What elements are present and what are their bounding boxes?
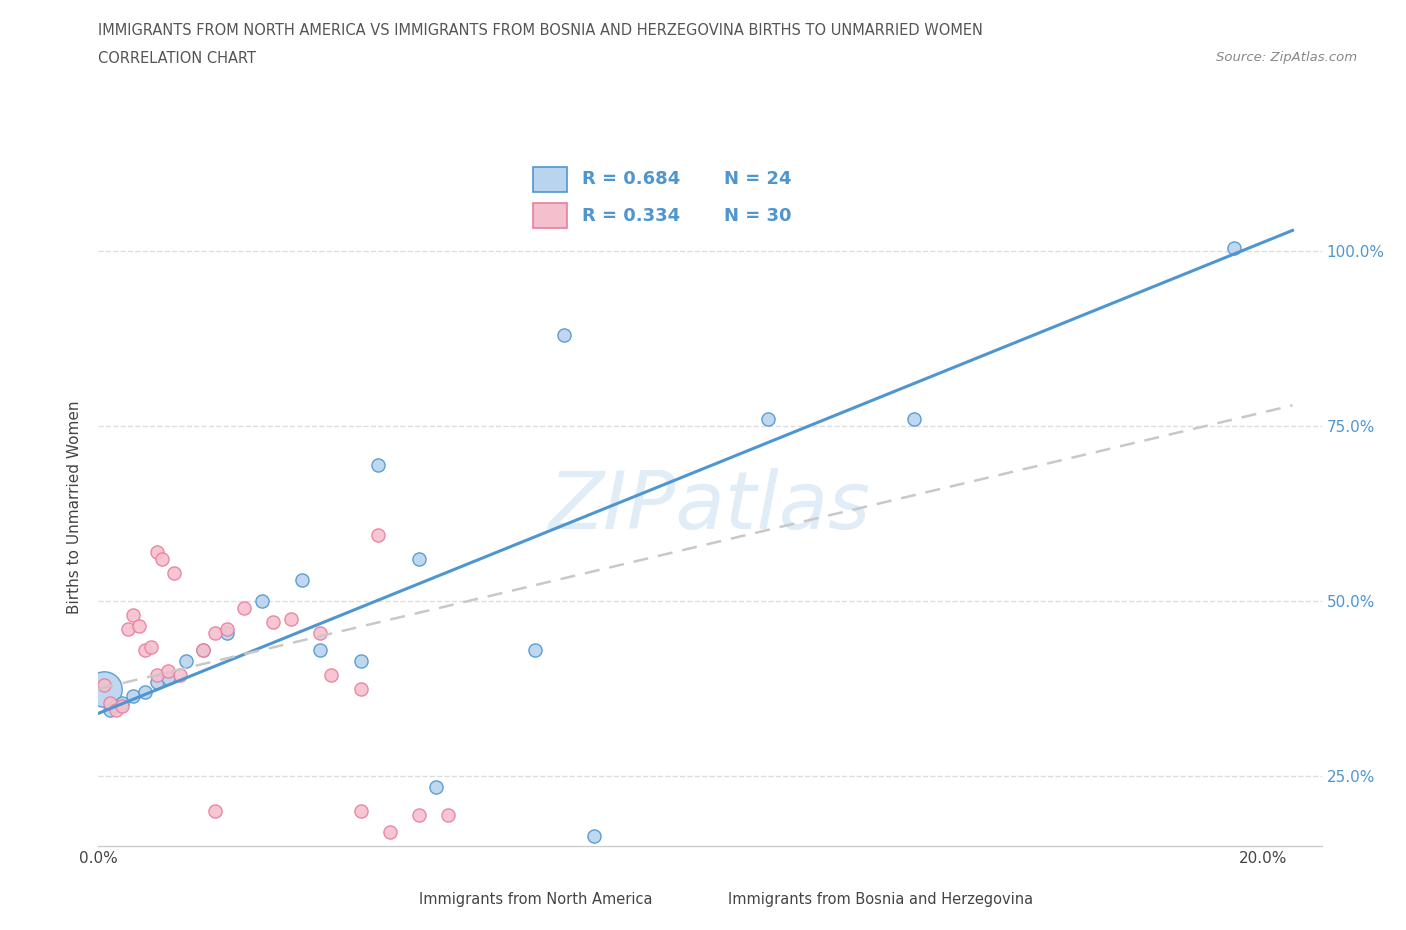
Point: [308, 643, 330, 658]
Point: [291, 573, 314, 588]
Point: [408, 807, 430, 822]
FancyBboxPatch shape: [533, 166, 567, 193]
Point: [1223, 241, 1246, 256]
Point: [157, 664, 180, 679]
Point: [117, 622, 139, 637]
Point: [98, 702, 121, 717]
Point: [408, 551, 430, 566]
Text: R = 0.334: R = 0.334: [582, 206, 681, 225]
Point: [122, 608, 145, 623]
Point: [321, 668, 343, 683]
Point: [134, 684, 156, 699]
Point: [367, 527, 389, 542]
Point: [280, 611, 302, 626]
Point: [349, 804, 371, 818]
Point: [215, 622, 238, 637]
Point: [204, 804, 226, 818]
Point: [215, 625, 238, 640]
Point: [157, 671, 180, 685]
Y-axis label: Births to Unmarried Women: Births to Unmarried Women: [67, 400, 83, 614]
Point: [169, 668, 191, 683]
FancyBboxPatch shape: [533, 203, 567, 229]
Point: [204, 625, 226, 640]
Point: [193, 643, 215, 658]
Text: Immigrants from North America: Immigrants from North America: [419, 892, 652, 907]
Point: [437, 807, 460, 822]
Point: [425, 779, 447, 794]
Text: Immigrants from Bosnia and Herzegovina: Immigrants from Bosnia and Herzegovina: [728, 892, 1033, 907]
Point: [378, 825, 401, 840]
Text: CORRELATION CHART: CORRELATION CHART: [98, 51, 256, 66]
Text: N = 24: N = 24: [724, 170, 792, 189]
Point: [582, 829, 605, 844]
Point: [163, 565, 186, 580]
Point: [193, 643, 215, 658]
Point: [233, 601, 256, 616]
Point: [145, 545, 167, 560]
Point: [139, 640, 162, 655]
Point: [367, 458, 389, 472]
Point: [553, 328, 575, 343]
Point: [349, 654, 371, 669]
Point: [145, 674, 167, 689]
Point: [262, 615, 284, 630]
Point: [903, 412, 925, 427]
Point: [111, 698, 134, 713]
Text: N = 30: N = 30: [724, 206, 792, 225]
Point: [308, 625, 330, 640]
Text: Source: ZipAtlas.com: Source: ZipAtlas.com: [1216, 51, 1357, 64]
Point: [104, 698, 127, 713]
Point: [145, 668, 167, 683]
Text: IMMIGRANTS FROM NORTH AMERICA VS IMMIGRANTS FROM BOSNIA AND HERZEGOVINA BIRTHS T: IMMIGRANTS FROM NORTH AMERICA VS IMMIGRA…: [98, 23, 983, 38]
Point: [152, 551, 174, 566]
Point: [111, 696, 134, 711]
Point: [134, 643, 156, 658]
Point: [349, 682, 371, 697]
Point: [174, 654, 197, 669]
Text: ZIPatlas: ZIPatlas: [548, 468, 872, 546]
Point: [756, 412, 779, 427]
Point: [93, 682, 115, 697]
Point: [128, 618, 150, 633]
Point: [524, 643, 547, 658]
Point: [104, 702, 127, 717]
Point: [98, 696, 121, 711]
Point: [122, 688, 145, 703]
Point: [93, 678, 115, 693]
Point: [250, 594, 273, 609]
Text: R = 0.684: R = 0.684: [582, 170, 681, 189]
